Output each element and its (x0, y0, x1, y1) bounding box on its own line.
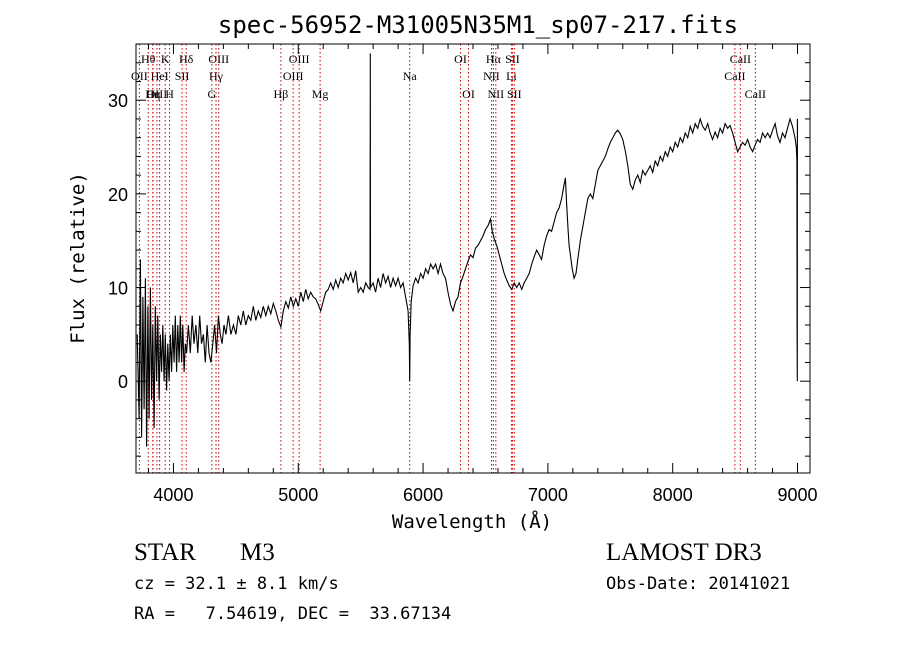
marker-label-1: OII (131, 69, 148, 83)
marker-label-23: SII (505, 52, 520, 66)
marker-label-11: Hγ (209, 69, 224, 83)
marker-label-27: CaII (724, 69, 745, 83)
plot-area-frame (135, 43, 811, 474)
marker-label-26: CaII (730, 52, 751, 66)
marker-label-28: CaII (745, 87, 766, 101)
marker-label-7: SII (175, 69, 190, 83)
object-class: STAR (134, 539, 196, 566)
coordinates-readout: RA = 7.54619, DEC = 33.67134 (134, 604, 452, 624)
x-tick-label-2: 6000 (403, 485, 443, 505)
marker-label-13: OIII (289, 52, 310, 66)
marker-label-24: Li (506, 69, 517, 83)
marker-label-3: Hε (146, 87, 160, 101)
marker-label-19: OI (462, 87, 475, 101)
marker-label-22: NII (488, 87, 505, 101)
object-subclass: M3 (240, 539, 275, 566)
marker-label-6: Hη (145, 87, 160, 101)
x-axis-label: Wavelength (Å) (392, 510, 552, 533)
marker-label-15: Hβ (274, 87, 289, 101)
y-tick-label-2: 20 (108, 185, 128, 205)
observation-date: Obs-Date: 20141021 (606, 574, 791, 594)
marker-label-4: K (161, 52, 170, 66)
marker-label-2: OIII (147, 87, 168, 101)
x-tick-label-4: 8000 (653, 485, 693, 505)
marker-label-5: HeI (151, 69, 169, 83)
x-tick-label-3: 7000 (528, 485, 568, 505)
x-tick-label-0: 4000 (153, 485, 193, 505)
y-axis-label: Flux (relative) (67, 172, 89, 344)
marker-label-20: Hα (486, 52, 502, 66)
y-tick-label-3: 30 (108, 91, 128, 111)
axis-ticks: 4000 5000 6000 7000 8000 9000 0 10 20 30 (108, 44, 818, 505)
y-tick-label-1: 10 (108, 279, 128, 299)
marker-label-0: Hθ (141, 52, 156, 66)
marker-label-25: SII (507, 87, 522, 101)
chart-title: spec-56952-M31005N35M1_sp07-217.fits (218, 11, 738, 39)
x-tick-label-1: 5000 (278, 485, 318, 505)
marker-label-18: OI (454, 52, 467, 66)
y-tick-label-0: 0 (118, 372, 128, 392)
marker-label-16: Mg (312, 87, 329, 101)
redshift-readout: cz = 32.1 ± 8.1 km/s (134, 574, 339, 594)
marker-label-9: Hδ (179, 52, 194, 66)
marker-label-8: H (165, 87, 174, 101)
survey-name: LAMOST DR3 (606, 539, 762, 566)
marker-label-10: OIII (208, 52, 229, 66)
flux-series-line (136, 53, 799, 447)
marker-label-12: G (208, 87, 217, 101)
marker-label-17: Na (403, 69, 418, 83)
marker-label-21: NII (483, 69, 500, 83)
x-tick-label-5: 9000 (777, 485, 817, 505)
marker-label-14: OIII (283, 69, 304, 83)
